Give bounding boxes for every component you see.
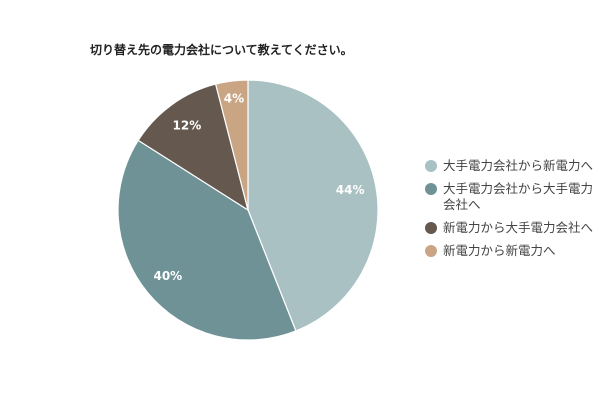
legend-label: 新電力から大手電力会社へ — [443, 220, 594, 235]
legend-label: 大手電力会社から大手電力会社へ — [443, 181, 594, 212]
pie-slice — [117, 139, 297, 341]
pie-slice — [247, 79, 379, 332]
legend-item: 新電力から新電力へ — [425, 243, 597, 259]
legend-item: 大手電力会社から新電力へ — [425, 158, 597, 174]
legend-swatch — [425, 222, 437, 234]
legend-item: 大手電力会社から大手電力会社へ — [425, 181, 597, 213]
legend-swatch — [425, 160, 437, 172]
value-label: 40% — [153, 269, 182, 283]
value-label: 44% — [336, 183, 365, 197]
legend: 大手電力会社から新電力へ大手電力会社から大手電力会社へ新電力から大手電力会社へ新… — [425, 158, 597, 266]
legend-item: 新電力から大手電力会社へ — [425, 220, 597, 236]
legend-swatch — [425, 245, 437, 257]
pie-slice — [214, 79, 249, 211]
legend-label: 大手電力会社から新電力へ — [443, 158, 594, 173]
chart-title: 切り替え先の電力会社について教えてください。 — [90, 42, 353, 57]
pie-slice — [137, 83, 249, 212]
value-label: 12% — [173, 118, 202, 132]
value-label: 4% — [224, 92, 244, 106]
legend-label: 新電力から新電力へ — [443, 243, 556, 258]
legend-swatch — [425, 183, 437, 195]
